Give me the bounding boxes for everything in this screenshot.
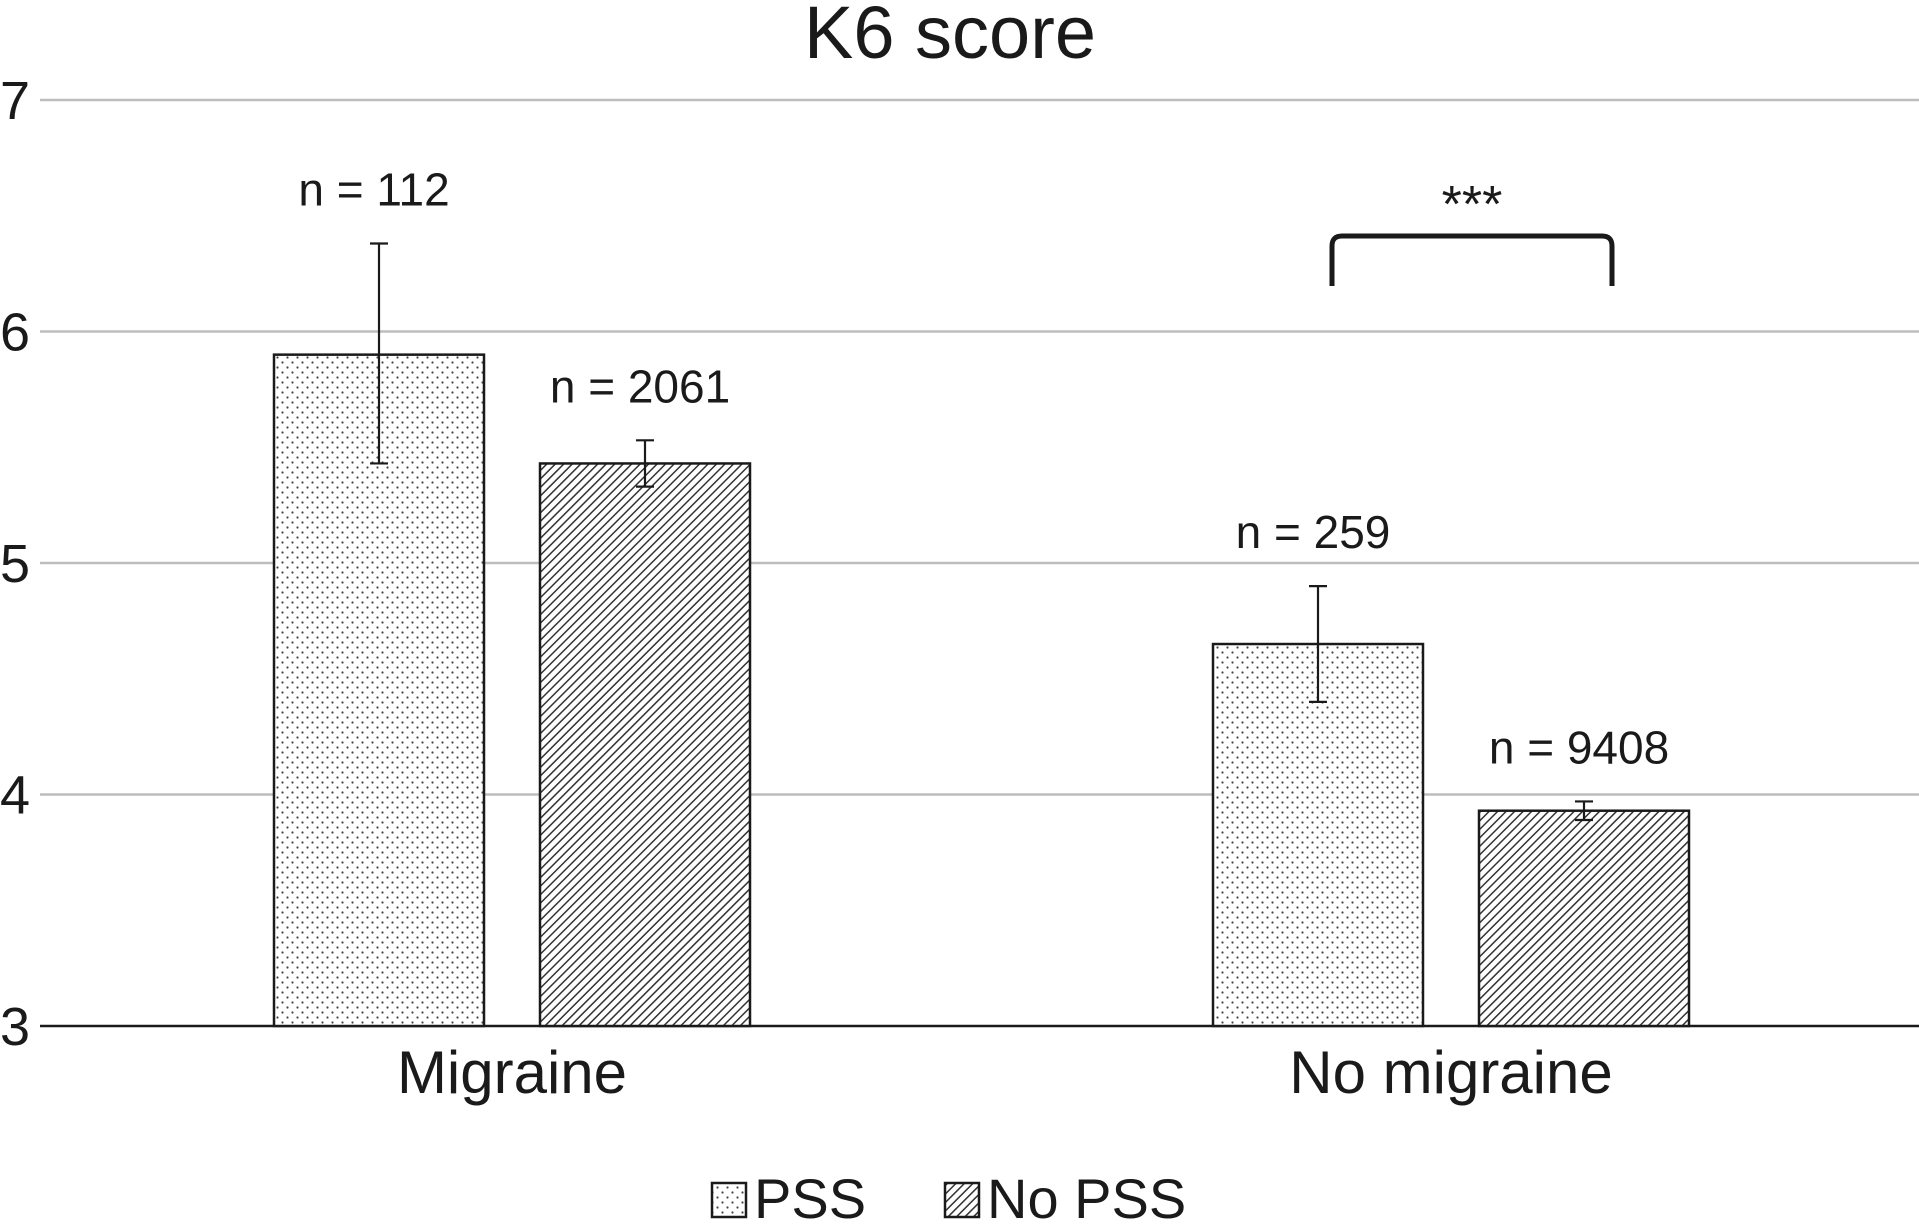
bars [272,353,1691,1028]
significance-annotation: *** [1329,176,1615,286]
legend: PSS No PSS [710,1167,1186,1225]
n-label: n = 2061 [550,360,730,412]
legend-swatch-dots [710,1181,748,1219]
bar-hatch-1 [1477,809,1691,1028]
bar-hatch-0 [538,462,752,1028]
x-category-label: Migraine [397,1039,627,1106]
x-axis-categories: Migraine No migraine [397,1039,1613,1106]
y-tick-label: 5 [0,534,30,594]
significance-stars: *** [1442,176,1503,234]
n-labels: n = 112 n = 259 n = 2061 n = 9408 [298,164,1669,774]
legend-swatch-hatch [943,1181,981,1219]
n-label: n = 259 [1236,506,1391,558]
n-label: n = 9408 [1489,721,1669,773]
significance-bracket [1329,233,1615,286]
n-label: n = 112 [298,164,449,216]
legend-label: No PSS [987,1167,1186,1225]
y-tick-label: 6 [0,303,30,363]
x-category-label: No migraine [1289,1039,1612,1106]
y-tick-label: 3 [0,997,30,1057]
y-tick-label: 4 [0,766,30,826]
legend-label: PSS [754,1167,866,1225]
y-axis-ticks: 3 4 5 6 7 [0,71,30,1057]
bar-dots-1 [1211,642,1425,1028]
bar-dots-0 [272,353,486,1028]
chart-title: K6 score [804,0,1096,74]
y-tick-label: 7 [0,71,30,131]
error-bars [370,242,1593,822]
